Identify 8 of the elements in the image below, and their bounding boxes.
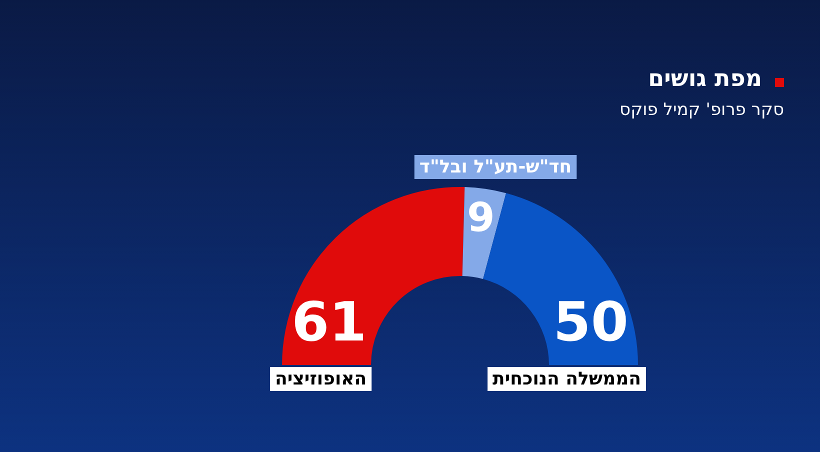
text: מפת גושים [648,66,762,92]
text: סקר פרופ' קמיל פוקס [620,100,784,120]
slice-label: חד"ש-תע"ל ובל"ד [419,156,572,178]
data-label: 9 [467,194,495,241]
data-label: 50 [553,290,628,354]
slice-label: הממשלה הנוכחית [492,368,641,390]
slice-label: האופוזיציה [274,368,367,390]
data-label: 61 [292,290,367,354]
